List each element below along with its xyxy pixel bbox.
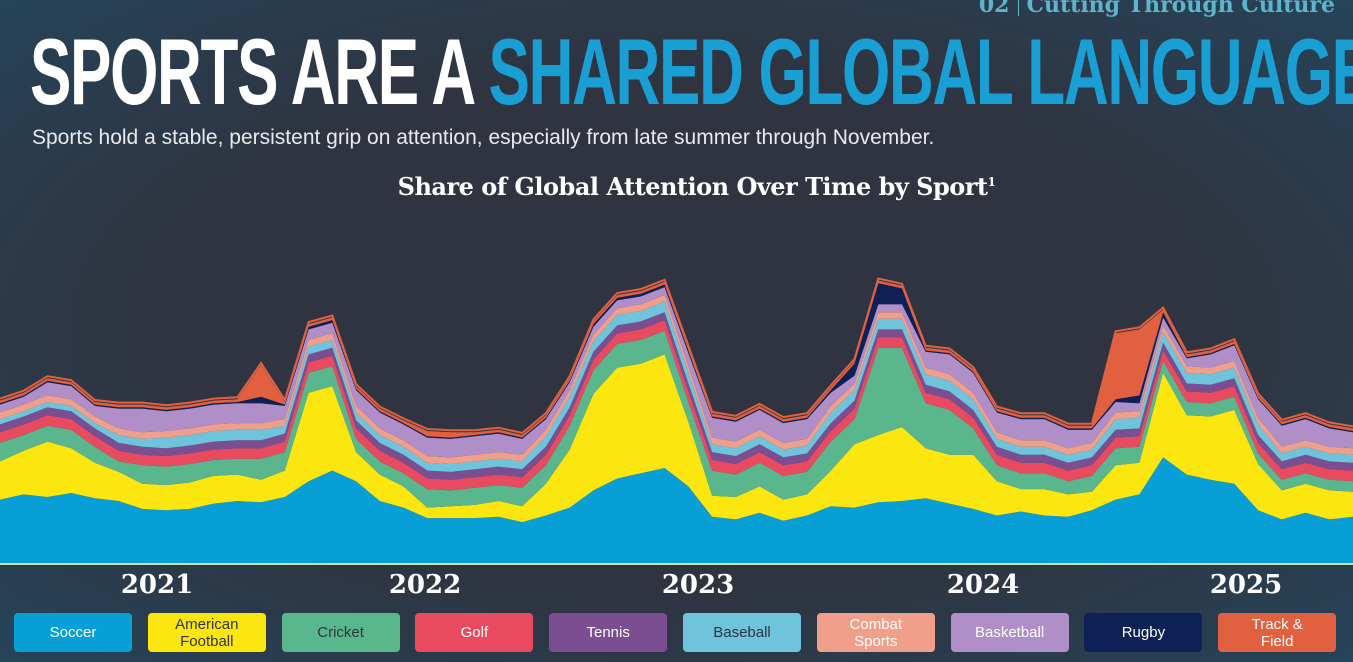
chart-title-text: Share of Global Attention Over Time by S…: [397, 172, 988, 201]
chart-title-footnote: 1: [987, 175, 996, 189]
x-tick-label-2024: 2024: [946, 570, 1020, 600]
legend-item-baseball: Baseball: [683, 613, 801, 652]
legend-item-soccer: Soccer: [14, 613, 132, 652]
legend-item-golf: Golf: [415, 613, 534, 652]
legend-label: American Football: [175, 615, 239, 650]
legend-label: Basketball: [974, 624, 1045, 641]
legend-label: Golf: [460, 624, 489, 641]
subtitle: Sports hold a stable, persistent grip on…: [32, 126, 935, 149]
legend-label: Rugby: [1121, 624, 1166, 641]
legend-item-american-football: American Football: [147, 613, 266, 652]
legend-item-rugby: Rugby: [1084, 613, 1203, 652]
x-tick-label-2022: 2022: [388, 570, 462, 600]
legend-label: Combat Sports: [849, 615, 903, 650]
legend-item-tennis: Tennis: [549, 613, 668, 652]
section-number: 02: [978, 0, 1010, 18]
x-tick-label-2021: 2021: [120, 570, 194, 600]
legend-label: Baseball: [713, 624, 771, 641]
legend-label: Track & Field: [1251, 615, 1303, 650]
legend-item-combat-sports: Combat Sports: [816, 613, 935, 652]
legend-label: Cricket: [317, 624, 364, 641]
headline-blue-part: SHARED GLOBAL LANGUAGE: [488, 19, 1353, 124]
chart-top-outline: [0, 277, 1353, 435]
legend-item-track-field: Track & Field: [1218, 613, 1337, 652]
legend-item-basketball: Basketball: [950, 613, 1069, 652]
legend: Soccer American Football Cricket Golf Tennis…: [14, 613, 1344, 653]
headline-white-part: SPORTS ARE A: [30, 19, 489, 124]
area-series-soccer: [0, 457, 1353, 563]
section-tag: 02 Cutting Through Culture: [979, 0, 1335, 18]
chart-title: Share of Global Attention Over Time by S…: [0, 172, 1353, 201]
legend-label: Soccer: [49, 624, 97, 641]
section-divider: [1017, 0, 1019, 16]
x-tick-label-2023: 2023: [661, 570, 735, 600]
stacked-area-chart: [0, 277, 1353, 563]
legend-item-cricket: Cricket: [281, 613, 400, 652]
area-series-basketball: [0, 287, 1353, 458]
legend-label: Tennis: [586, 624, 630, 641]
chart-baseline: [0, 563, 1353, 565]
area-series-american-football: [0, 354, 1353, 523]
x-tick-label-2025: 2025: [1209, 570, 1283, 600]
headline: SPORTS ARE A SHARED GLOBAL LANGUAGE: [30, 25, 1353, 119]
section-title: Cutting Through Culture: [1026, 0, 1336, 18]
